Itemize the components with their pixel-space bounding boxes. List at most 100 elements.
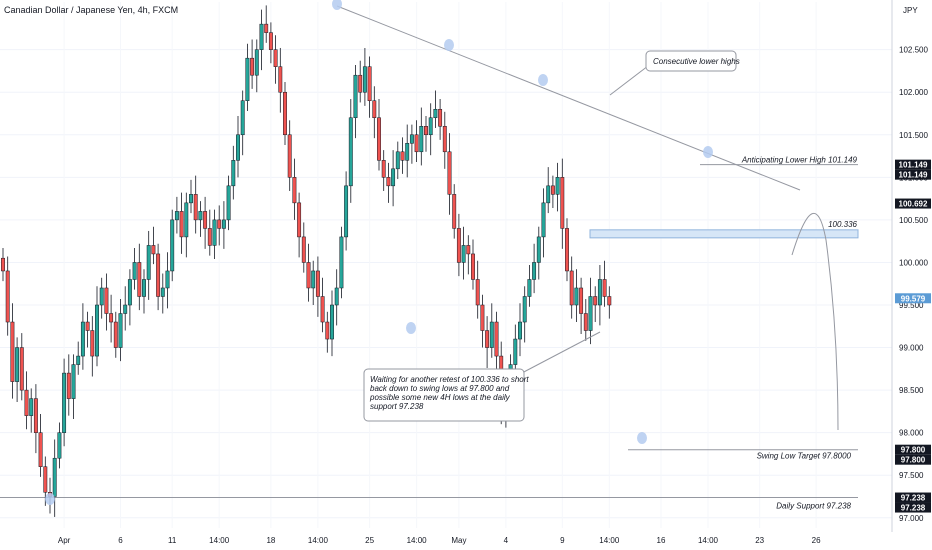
candle-up	[62, 372, 67, 433]
swing-marker[interactable]	[703, 146, 713, 158]
projection-path[interactable]	[791, 212, 839, 431]
y-tick-label: 100.000	[899, 258, 928, 267]
candle-down	[297, 202, 302, 238]
candle-up	[527, 279, 532, 297]
candle-up	[461, 245, 466, 263]
candle-up	[165, 270, 170, 289]
candle-down	[306, 262, 311, 289]
daily-support-label: Daily Support 97.238	[776, 502, 851, 511]
price-badge[interactable]	[895, 169, 931, 180]
y-tick-label: 101.500	[899, 131, 928, 140]
y-tick-label: 97.500	[899, 471, 924, 480]
candle-up	[76, 355, 81, 365]
anticipating-label: Anticipating Lower High 101.149	[741, 156, 858, 165]
candle-up	[555, 177, 560, 195]
candle-up	[170, 219, 175, 272]
candle-down	[1, 257, 5, 272]
candle-down	[193, 194, 198, 221]
candle-up	[15, 347, 20, 382]
candle-down	[569, 270, 574, 306]
x-tick-label: May	[451, 536, 466, 545]
candle-down	[287, 134, 292, 178]
trend-line[interactable]	[336, 5, 801, 191]
candle-down	[292, 177, 297, 204]
candle-down	[10, 321, 15, 382]
candle-down	[424, 126, 428, 136]
candle-down	[38, 432, 43, 467]
candle-down	[19, 347, 24, 391]
y-tick-label: 99.500	[899, 301, 924, 310]
candle-up	[334, 287, 339, 306]
resistance-label: 100.336	[828, 220, 857, 229]
plan-callout[interactable]	[363, 368, 525, 422]
callout-pointer	[609, 65, 649, 96]
overlays	[0, 164, 859, 499]
candle-up	[532, 262, 537, 280]
candle-down	[320, 296, 325, 323]
candle-up	[311, 270, 316, 289]
price-badge[interactable]	[895, 444, 931, 455]
resistance-zone[interactable]	[589, 229, 859, 239]
candle-up	[57, 432, 62, 459]
candle-up	[160, 287, 165, 297]
candle-down	[5, 270, 10, 323]
lower-highs-callout[interactable]	[645, 50, 737, 72]
plan-pointer	[519, 331, 601, 375]
price-badge-text: 97.238	[901, 494, 926, 503]
candle-up	[127, 279, 132, 306]
price-badge[interactable]	[895, 159, 931, 170]
swing-marker[interactable]	[406, 322, 416, 334]
x-tick-label: 9	[560, 536, 565, 545]
x-tick-label: 14:00	[407, 536, 428, 545]
candle-down	[90, 330, 95, 357]
axis-panel[interactable]	[892, 0, 932, 532]
candle-up	[433, 108, 438, 119]
candle-up	[536, 236, 541, 263]
swing-marker[interactable]	[637, 432, 647, 444]
x-axis: Apr 6 11 14:00 18 14:00 25 14:00 May 4 9 14:00 16 14:…	[58, 536, 821, 545]
swing-marker[interactable]	[332, 0, 342, 10]
swing-marker[interactable]	[45, 493, 55, 505]
candle-up	[362, 66, 367, 93]
candle-up	[174, 211, 179, 221]
candle-down	[400, 151, 405, 161]
candle-down	[217, 219, 222, 229]
y-axis: 97.000 97.500 98.000 98.500 99.000 99.500 100.…	[895, 46, 931, 523]
candle-up	[236, 134, 240, 161]
candle-up	[198, 211, 203, 221]
candle-down	[85, 321, 90, 331]
x-tick-label: 14:00	[308, 536, 329, 545]
price-badge[interactable]	[895, 502, 931, 513]
y-tick-label: 97.000	[899, 514, 924, 523]
candle-down	[550, 185, 555, 195]
lower-highs-label: Consecutive lower highs	[653, 57, 740, 66]
candle-up	[221, 219, 226, 229]
candle-down	[381, 160, 386, 178]
candle-down	[456, 228, 461, 263]
candle-down	[268, 32, 273, 50]
candle-up	[189, 194, 193, 204]
price-badge[interactable]	[895, 454, 931, 465]
candle-down	[156, 253, 161, 297]
candle-down	[109, 313, 114, 323]
swing-marker[interactable]	[444, 39, 454, 51]
candle-up	[95, 304, 99, 357]
x-tick-label: 4	[504, 536, 509, 545]
price-badge[interactable]	[895, 492, 931, 503]
swing-marker[interactable]	[538, 74, 548, 86]
candle-up	[597, 279, 602, 306]
candle-down	[593, 296, 598, 306]
candle-down	[151, 245, 156, 255]
plan-callout-line: back down to swing lows at 97.800 and	[370, 384, 510, 393]
candle-down	[250, 57, 255, 76]
candle-up	[522, 296, 527, 323]
price-badge[interactable]	[895, 293, 931, 304]
candle-up	[80, 321, 85, 357]
candle-up	[240, 100, 245, 136]
x-tick-label: Apr	[58, 536, 71, 545]
price-badge[interactable]	[895, 198, 931, 209]
price-badge-text: 97.800	[901, 456, 926, 465]
candle-up	[574, 287, 579, 306]
candle-down	[367, 66, 372, 101]
